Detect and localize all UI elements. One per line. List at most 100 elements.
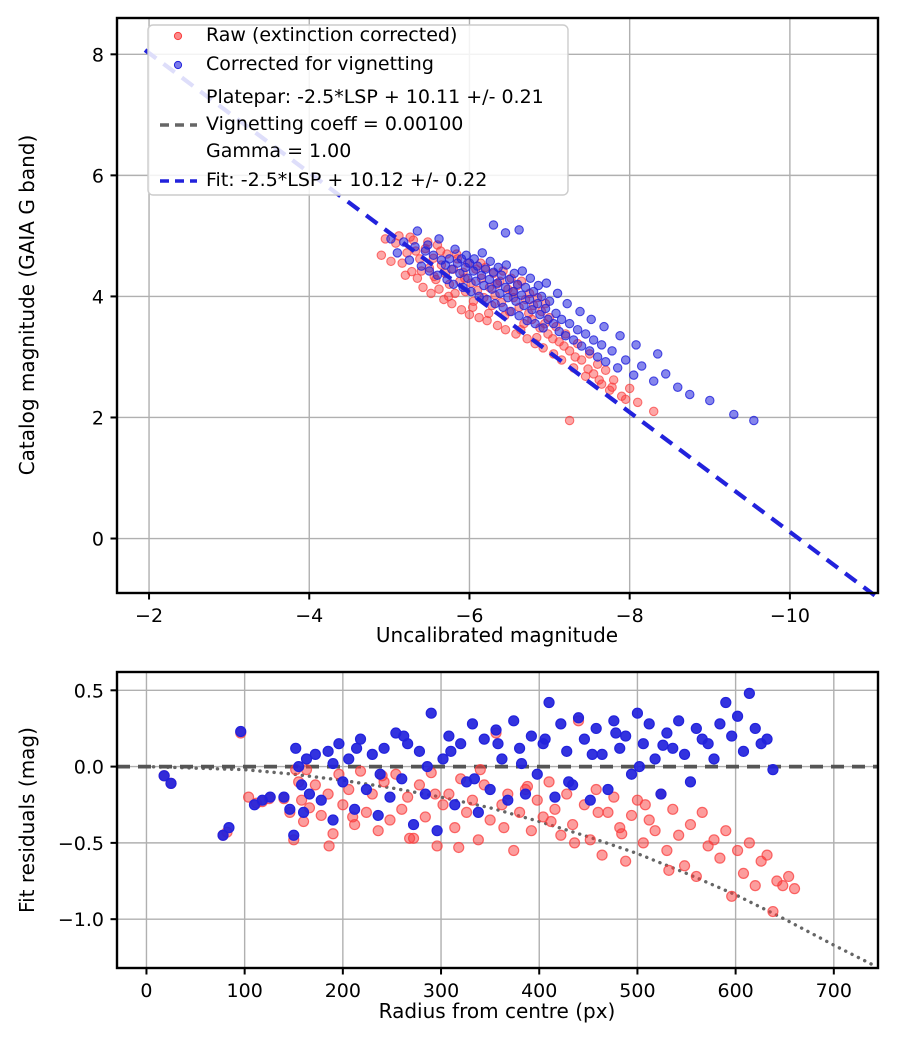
data-point [343, 753, 355, 765]
bottom-panel: 0 100 200 300 400 500 600 700 0.5 0.0 −0.5 −1.0 Ra… [15, 670, 880, 1023]
data-point [288, 829, 300, 841]
data-point [453, 841, 465, 854]
data-point [447, 264, 457, 274]
data-point [561, 788, 573, 800]
data-point [416, 261, 427, 271]
data-point [536, 291, 547, 302]
x-tick-label: 600 [717, 980, 753, 1002]
x-tick-label: 500 [619, 980, 655, 1002]
data-point [315, 794, 327, 806]
data-point [360, 783, 373, 796]
data-point [620, 855, 632, 867]
data-point [539, 733, 551, 745]
data-point [424, 266, 435, 276]
data-point [628, 370, 639, 380]
data-point [448, 279, 459, 290]
data-point [602, 783, 614, 796]
data-point [450, 244, 460, 254]
data-point [407, 818, 420, 831]
data-point [437, 799, 449, 811]
data-point [449, 822, 461, 834]
x-tick-label: 400 [521, 980, 557, 1002]
data-point [472, 834, 484, 846]
data-point [445, 745, 457, 757]
data-point [492, 278, 503, 288]
data-point [530, 318, 540, 329]
data-point [487, 284, 497, 294]
data-point [404, 832, 416, 844]
legend-entries: Raw (extinction corrected) Corrected for … [160, 24, 544, 191]
data-point [404, 255, 415, 265]
x-tick-label: 200 [325, 980, 361, 1002]
data-point [468, 773, 481, 785]
x-tick-label: −10 [770, 605, 810, 627]
data-point [498, 822, 510, 834]
data-point [633, 760, 645, 773]
data-point [657, 739, 669, 751]
y-tick-label: 6 [92, 165, 104, 187]
data-point [592, 806, 604, 818]
data-point [495, 288, 505, 299]
data-point [514, 225, 524, 235]
data-point [620, 730, 632, 742]
legend-label: Fit: -2.5*LSP + 10.12 +/- 0.22 [206, 169, 487, 191]
data-point [426, 288, 436, 299]
data-point [777, 880, 789, 892]
data-point [490, 298, 500, 309]
legend-box [147, 24, 569, 196]
data-point [564, 415, 575, 426]
data-point [608, 715, 620, 727]
data-point [484, 783, 496, 796]
data-point [678, 748, 691, 760]
data-point [783, 870, 795, 883]
data-point [599, 321, 609, 332]
y-tick-label: −1.0 [58, 909, 104, 931]
data-point [354, 733, 367, 745]
data-point [548, 318, 559, 329]
data-point [455, 268, 465, 279]
data-point [504, 274, 515, 285]
data-point [663, 864, 675, 876]
data-point [543, 696, 555, 709]
data-point [412, 273, 423, 284]
data-point [519, 300, 529, 311]
data-point [532, 298, 543, 309]
data-point [549, 803, 561, 815]
data-point [290, 742, 302, 754]
data-point [637, 738, 649, 750]
data-point [578, 733, 591, 745]
data-point [616, 828, 628, 840]
data-point [508, 286, 519, 297]
data-point [607, 346, 617, 356]
data-point [527, 304, 537, 315]
data-point [590, 783, 602, 796]
data-point [555, 829, 567, 841]
data-point [469, 254, 480, 264]
data-point [661, 844, 673, 857]
data-point [322, 745, 334, 757]
data-point [594, 375, 604, 385]
data-point [708, 753, 720, 765]
data-point [705, 395, 715, 406]
data-point [743, 687, 755, 699]
data-point [533, 280, 544, 291]
data-point [614, 742, 626, 754]
data-point [584, 834, 596, 846]
data-point [513, 806, 526, 818]
data-point [559, 341, 569, 351]
data-point [466, 794, 479, 806]
legend-label: Vignetting coeff = 0.00100 [206, 113, 463, 135]
data-point [372, 809, 384, 822]
data-point [708, 834, 720, 846]
fit-line [143, 48, 880, 600]
data-point [418, 282, 428, 293]
data-point [372, 825, 384, 837]
data-point [563, 776, 575, 788]
data-point [500, 282, 511, 293]
data-point [474, 312, 484, 323]
data-point [384, 814, 396, 826]
data-point [580, 329, 591, 339]
data-point [434, 284, 444, 294]
data-point [632, 397, 643, 408]
